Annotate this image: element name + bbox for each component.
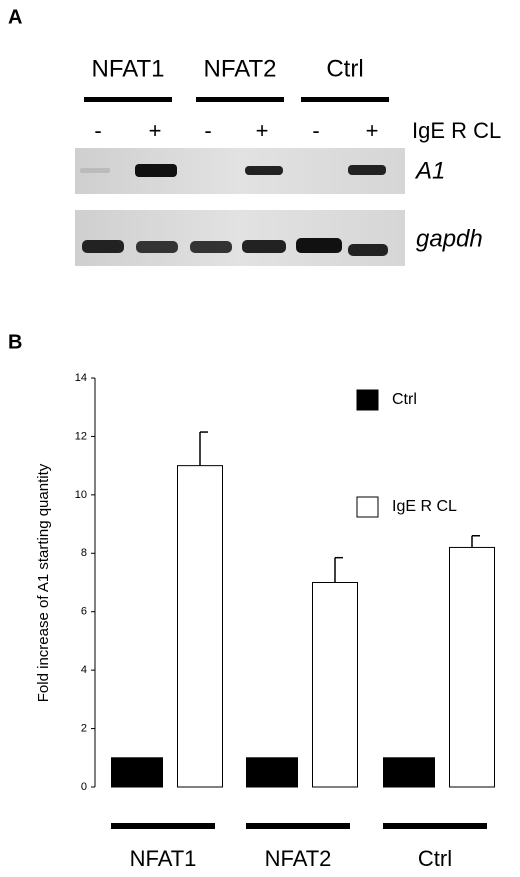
band [80, 168, 110, 173]
category-underline [383, 823, 487, 829]
error-bar [199, 431, 208, 466]
y-tick-label: 2 [81, 722, 87, 734]
treatment-sign: - [204, 118, 211, 143]
bar [111, 757, 163, 788]
treatment-label: IgE R CL [412, 118, 501, 143]
x-tick-label: NFAT2 [265, 846, 332, 871]
group-label: NFAT1 [92, 55, 165, 82]
panel-label: A [8, 6, 22, 28]
band [190, 241, 232, 253]
band [242, 240, 286, 253]
y-tick-label: 14 [75, 372, 87, 384]
x-tick-label: Ctrl [418, 846, 452, 871]
legend-label: Ctrl [392, 391, 417, 408]
error-bar [471, 535, 480, 548]
group-label: Ctrl [326, 55, 363, 82]
band [82, 240, 124, 253]
bar [449, 546, 495, 788]
gel-gapdh [75, 210, 405, 266]
category-underline [246, 823, 350, 829]
group-underline [301, 97, 389, 102]
row-label: gapdh [416, 225, 483, 252]
panel-label: B [8, 331, 22, 353]
category-underline [111, 823, 215, 829]
y-tick-label: 6 [81, 606, 87, 618]
band [245, 166, 283, 175]
band [348, 165, 386, 175]
treatment-sign: + [366, 118, 379, 143]
x-tick-label: NFAT1 [130, 846, 197, 871]
band [136, 241, 178, 253]
y-tick-label: 4 [81, 664, 87, 676]
treatment-sign: + [256, 118, 269, 143]
y-axis-title: Fold increase of A1 starting quantity [35, 463, 52, 702]
group-underline [196, 97, 284, 102]
treatment-sign: + [149, 118, 162, 143]
y-tick-label: 10 [75, 489, 87, 501]
legend-swatch [356, 496, 379, 518]
band [348, 244, 388, 256]
group-label: NFAT2 [204, 55, 277, 82]
group-underline [84, 97, 172, 102]
band [296, 238, 342, 253]
bar [383, 757, 435, 788]
y-tick-label: 8 [81, 547, 87, 559]
treatment-sign: - [94, 118, 101, 143]
y-tick-label: 12 [75, 430, 87, 442]
bar [177, 465, 223, 788]
treatment-sign: - [312, 118, 319, 143]
row-label: A1 [414, 157, 445, 184]
legend-label: IgE R CL [392, 498, 457, 515]
band [135, 164, 177, 177]
gel-area [75, 148, 405, 266]
y-tick-label: 0 [81, 781, 87, 793]
bar [246, 757, 298, 788]
bar [312, 582, 358, 788]
error-bar [334, 556, 343, 583]
legend-swatch [356, 389, 379, 411]
